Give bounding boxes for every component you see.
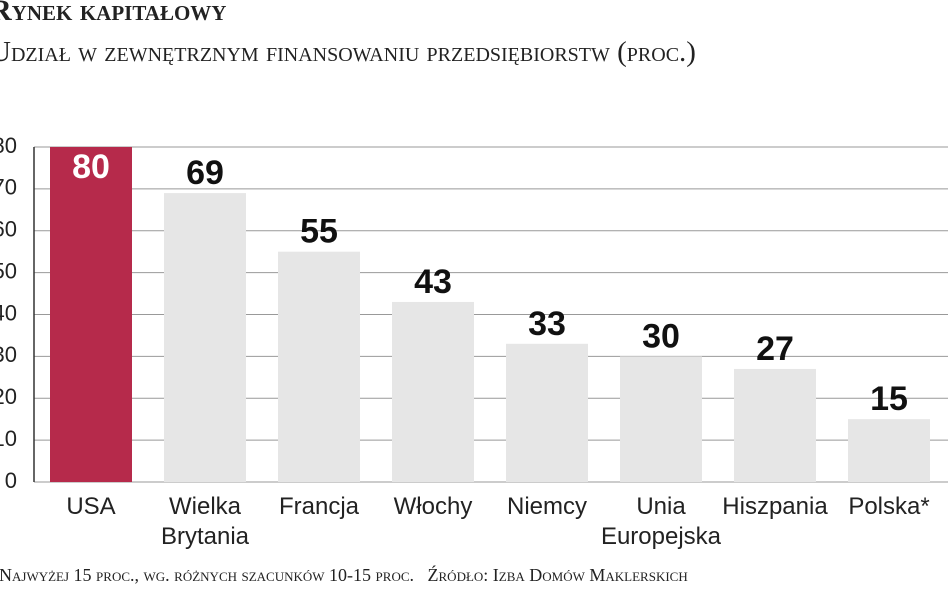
x-tick-label: Wielka Brytania [161, 493, 250, 550]
y-tick-label: 10 [0, 426, 17, 451]
bar [50, 147, 132, 482]
bar [164, 193, 246, 482]
y-tick-label: 50 [0, 258, 17, 283]
bar [392, 301, 474, 482]
source: Źródło: Izba Domów Maklerskich [427, 565, 688, 585]
y-tick-label: 0 [5, 468, 17, 493]
x-tick-label: Polska* [848, 493, 929, 520]
value-label: 33 [528, 305, 566, 343]
value-label: 43 [414, 263, 452, 301]
y-tick-label: 20 [0, 384, 17, 409]
y-tick-label: 60 [0, 217, 17, 242]
bar [278, 251, 360, 482]
chart-title: Rynek kapitałowy [0, 0, 227, 27]
y-tick-label: 30 [0, 342, 17, 367]
bar [620, 356, 702, 482]
value-label: 69 [186, 154, 224, 192]
footnote: *Najwyżej 15 proc., wg. różnych szacunkó… [0, 565, 415, 585]
x-tick-label: Niemcy [507, 493, 587, 520]
y-tick-label: 80 [0, 133, 17, 158]
value-label: 80 [72, 148, 110, 186]
chart-subtitle: Udział w zewnętrznym finansowaniu przeds… [0, 36, 696, 68]
bar [848, 419, 930, 482]
x-tick-label: Włochy [394, 493, 473, 520]
value-label: 30 [642, 317, 680, 355]
value-label: 55 [300, 213, 338, 251]
footer: *Najwyżej 15 proc., wg. różnych szacunkó… [0, 565, 948, 586]
bar [506, 343, 588, 482]
x-tick-label: Hiszpania [722, 493, 828, 520]
x-tick-label: Unia Europejska [601, 493, 722, 550]
y-tick-label: 70 [0, 175, 17, 200]
value-label: 27 [756, 330, 794, 368]
bar [734, 368, 816, 482]
x-tick-label: Francja [279, 493, 360, 520]
value-label: 15 [870, 380, 908, 418]
x-tick-label: USA [66, 493, 115, 520]
y-tick-label: 40 [0, 300, 17, 325]
